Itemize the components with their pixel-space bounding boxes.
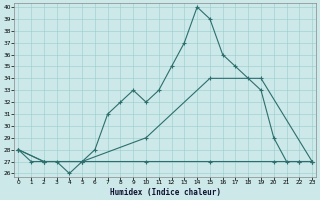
- X-axis label: Humidex (Indice chaleur): Humidex (Indice chaleur): [110, 188, 221, 197]
